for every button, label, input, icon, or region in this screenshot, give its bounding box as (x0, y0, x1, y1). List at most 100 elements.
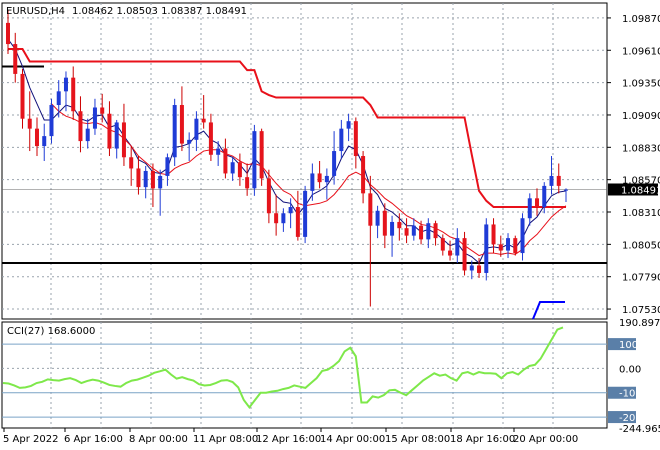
candle-body (63, 77, 68, 92)
cci-level-box (608, 411, 636, 424)
candle-body (150, 170, 155, 189)
candle-body (440, 238, 445, 251)
blue-marker-line (532, 301, 565, 320)
candle-body (556, 175, 561, 186)
candle-body (136, 168, 141, 188)
candle-body (353, 121, 358, 157)
candle-body (498, 244, 503, 251)
price-axis: 1.09870 1.09610 1.09350 1.09090 1.08830 1.085… (607, 14, 660, 316)
ma-fast-line (7, 38, 567, 264)
candle-body (6, 22, 10, 45)
candle-body (179, 105, 184, 144)
candle-body (303, 190, 308, 237)
candle-body (129, 157, 134, 169)
candle-body (542, 185, 547, 208)
cci-level-box (608, 386, 636, 399)
candle-body (281, 213, 286, 224)
candle-body (114, 122, 119, 149)
candle-body (20, 73, 25, 119)
current-price-box (608, 183, 658, 196)
candle-body (549, 175, 554, 186)
cci-tick-label: 0.00 (619, 364, 641, 375)
cci-tick-label: 100 (619, 340, 638, 351)
candle-body (42, 136, 47, 147)
candle-body (259, 131, 264, 179)
candle-series[interactable] (6, 10, 568, 307)
candle-body (535, 198, 540, 208)
time-axis: 5 Apr 2022 6 Apr 16:00 8 Apr 00:00 11 Apr 0… (3, 428, 578, 445)
cci-axis: 190.8979 100 0.00 -100 -200-244.9655 (608, 318, 660, 435)
time-tick-label: 20 Apr 00:00 (513, 434, 578, 445)
candle-body (295, 207, 300, 237)
candle-body (13, 44, 18, 74)
candle-body (78, 111, 83, 142)
candle-body (520, 218, 525, 254)
price-tick-label: 1.08310 (622, 208, 660, 219)
candle-body (455, 238, 460, 256)
candle-body (332, 151, 337, 176)
candle-body (216, 148, 221, 155)
candle-body (92, 107, 97, 129)
candle-body (426, 223, 431, 240)
candle-body (49, 105, 54, 137)
candle-body (194, 118, 199, 140)
time-tick-label: 8 Apr 00:00 (129, 434, 188, 445)
cci-tick-label: -200 (619, 413, 642, 424)
cci-label: CCI(27) 168.6000 (7, 326, 95, 337)
cci-level-box (608, 338, 636, 351)
candle-body (245, 177, 250, 189)
cci-line (2, 326, 564, 409)
candle-body (252, 131, 257, 189)
candle-body (172, 105, 177, 158)
candle-body (27, 118, 32, 129)
candle-body (237, 162, 242, 178)
candle-body (411, 225, 416, 236)
cci-line-group (2, 326, 564, 409)
indicator-lines (2, 38, 607, 320)
price-tick-label: 1.09350 (622, 79, 660, 90)
candle-body (266, 178, 271, 214)
candle-body (317, 173, 322, 183)
price-tick-label: 1.07530 (622, 305, 660, 316)
candle-body (484, 224, 489, 273)
price-tick-label: 1.08830 (622, 143, 660, 154)
candle-body (419, 225, 424, 240)
candle-body (310, 173, 315, 191)
candle-body (361, 156, 366, 194)
cci-tick-label: -100 (619, 389, 642, 400)
candle-body (527, 198, 532, 219)
time-tick-label: 11 Apr 08:00 (193, 434, 258, 445)
price-tick-label: 1.08570 (622, 176, 660, 187)
candle-body (390, 221, 395, 236)
main-frame (1, 2, 608, 320)
candle-body (382, 210, 387, 236)
candle-body (201, 118, 206, 123)
cci-frame (1, 321, 608, 429)
time-tick-label: 5 Apr 2022 (3, 434, 58, 445)
candle-body (187, 139, 192, 144)
candle-body (339, 128, 344, 152)
candle-body (462, 238, 467, 271)
time-tick-label: 6 Apr 16:00 (64, 434, 123, 445)
candle-body (100, 107, 105, 114)
candle-body (158, 175, 163, 189)
envelope-line (8, 48, 566, 209)
ma-slow-line (51, 103, 567, 257)
current-price-label: 1.08491 (621, 185, 660, 196)
time-tick-label: 14 Apr 00:00 (320, 434, 385, 445)
candle-body (368, 193, 373, 226)
candle-body (513, 238, 518, 254)
candle-body (375, 210, 380, 226)
candle-body (121, 122, 126, 158)
price-tick-label: 1.09610 (622, 46, 660, 57)
candle-body (404, 228, 409, 236)
candle-body (469, 265, 474, 271)
cci-grid (1, 321, 608, 429)
candle-body (223, 148, 228, 174)
candle-body (324, 175, 329, 183)
candle-body (143, 170, 148, 188)
candle-body (71, 77, 76, 112)
candle-body (165, 157, 170, 176)
candle-body (346, 121, 351, 129)
